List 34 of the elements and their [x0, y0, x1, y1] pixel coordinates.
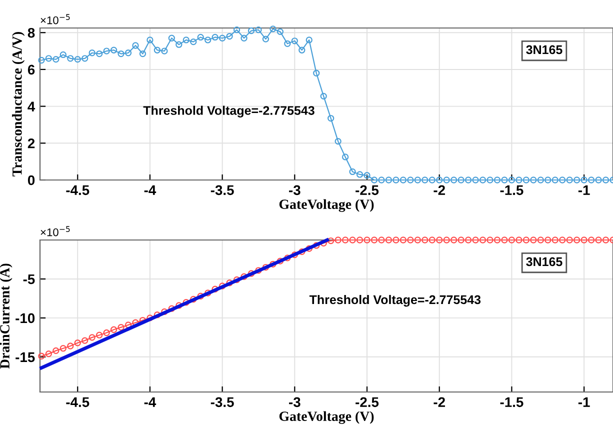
- x-tick-label: -3.5: [210, 397, 234, 408]
- y-tick-label: 0: [28, 175, 35, 186]
- x-tick-label: -2.5: [356, 185, 379, 196]
- x-tick-label: -4.5: [66, 185, 90, 196]
- x-axis-title: GateVoltage (V): [279, 199, 374, 212]
- y-tick-label: 4: [28, 102, 36, 112]
- y-axis-title: DrainCurrent (A): [0, 264, 12, 369]
- x-axis-title: GateVoltage (V): [279, 411, 374, 424]
- annotation: Threshold Voltage=-2.775543: [143, 106, 314, 118]
- x-tick-label: -3.5: [210, 185, 234, 196]
- y-tick-label: 2: [28, 138, 35, 148]
- x-tick-label: -1.5: [500, 185, 524, 196]
- y-tick-label: -10: [16, 313, 35, 324]
- x-tick-label: -2.5: [356, 397, 379, 408]
- annotation: Threshold Voltage=-2.775543: [309, 294, 481, 307]
- y-tick-label: -15: [16, 352, 35, 362]
- x-tick-label: -4.5: [66, 397, 90, 408]
- x-tick-label: -4: [144, 397, 156, 407]
- text: ×10$^{−5}$: [40, 226, 70, 236]
- x-tick-label: -2: [434, 397, 445, 407]
- x-tick-label: -2: [434, 185, 445, 195]
- x-tick-label: -1: [578, 185, 590, 195]
- x-tick-label: -1.5: [500, 397, 524, 408]
- y-tick-label: 6: [28, 64, 35, 75]
- annotation: 3N165: [526, 45, 562, 54]
- text: ×10$^{−5}$: [40, 14, 70, 24]
- annotation: 3N165: [526, 257, 562, 266]
- x-tick-label: -3: [289, 397, 300, 408]
- y-tick-label: 8: [28, 28, 35, 38]
- x-tick-label: -3: [289, 185, 300, 196]
- x-tick-label: -1: [578, 397, 590, 407]
- y-axis-title: Transconductance (A/V): [12, 32, 25, 176]
- x-tick-label: -4: [144, 185, 156, 195]
- y-tick-label: -5: [23, 274, 35, 284]
